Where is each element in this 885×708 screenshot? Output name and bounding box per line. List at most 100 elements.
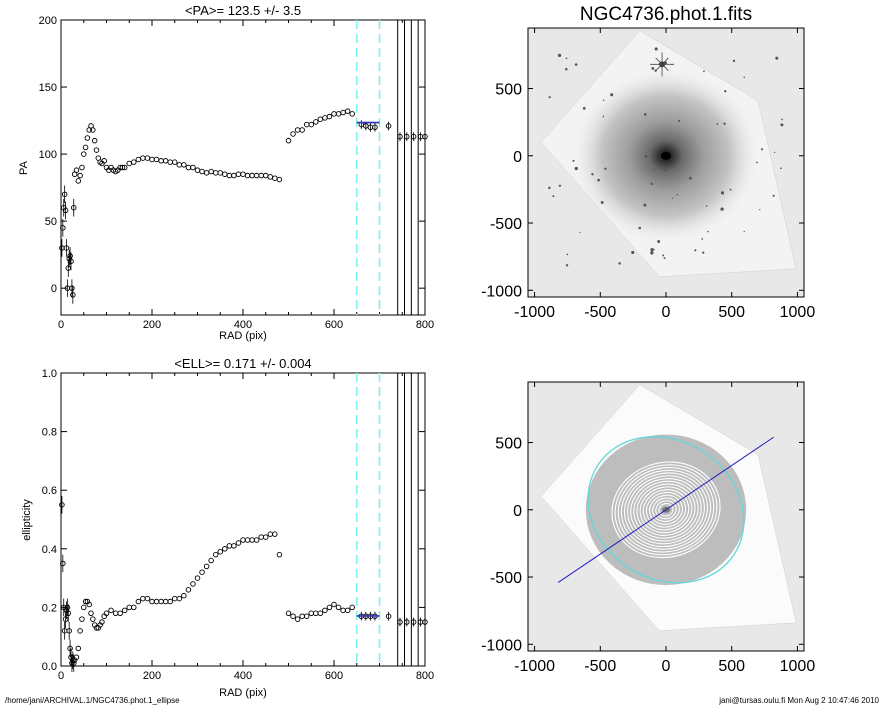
img1-field-star bbox=[552, 195, 555, 198]
pa-ytick-label: 100 bbox=[39, 149, 57, 161]
pa-point bbox=[303, 121, 310, 128]
img1-field-star bbox=[565, 264, 569, 267]
img1-field-star bbox=[664, 61, 668, 65]
img1-field-star bbox=[650, 247, 654, 252]
ell-point bbox=[80, 604, 87, 611]
ell-point bbox=[167, 598, 173, 605]
ell-xtick-label: 600 bbox=[325, 670, 343, 682]
img2-contour bbox=[639, 486, 693, 534]
ell-point bbox=[185, 587, 192, 593]
pa-title: <PA>= 123.5 +/- 3.5 bbox=[185, 3, 301, 18]
ell-point bbox=[276, 551, 283, 558]
ell-point bbox=[66, 628, 72, 634]
img2-contour bbox=[645, 491, 687, 528]
pa-point bbox=[217, 170, 223, 176]
ell-point bbox=[77, 628, 83, 634]
pa-point bbox=[80, 151, 87, 157]
ell-point bbox=[208, 557, 214, 564]
img2-contour bbox=[658, 502, 674, 517]
pa-point bbox=[101, 158, 107, 164]
ell-xtick-label: 200 bbox=[143, 670, 161, 682]
ell-point bbox=[135, 598, 142, 605]
pa-point bbox=[410, 133, 417, 140]
ell-point bbox=[244, 537, 251, 543]
pa-point bbox=[62, 207, 69, 214]
img1-field-star bbox=[663, 168, 667, 172]
pa-point bbox=[149, 156, 155, 163]
pa-point bbox=[372, 124, 378, 131]
img2-pa-line bbox=[557, 436, 775, 583]
pa-point bbox=[69, 285, 75, 291]
pa-point bbox=[65, 265, 72, 271]
img1-field-star bbox=[638, 226, 642, 230]
image-bottom-area: -1000 -500 0 500 1000 -1000 -500 0 500 bbox=[481, 381, 815, 675]
image-panel-top: NGC4736.phot.1.fits -1000 -500 0 500 1000-10… bbox=[481, 4, 815, 321]
img1-field-star bbox=[653, 248, 655, 251]
ell-point bbox=[181, 592, 187, 599]
ell-point bbox=[190, 581, 196, 587]
ell-point bbox=[313, 610, 319, 617]
img2-contour bbox=[611, 461, 721, 559]
ell-plot-area: 0 200 400 600 800 0.0 0.2 0.4 0.6 0.8 1.0 bbox=[42, 368, 434, 682]
img1-field-star bbox=[548, 186, 551, 190]
img1-field-star bbox=[654, 47, 658, 51]
img1-field-star bbox=[679, 157, 682, 160]
img1-field-star bbox=[591, 173, 594, 176]
pa-point bbox=[203, 170, 210, 176]
ell-point bbox=[303, 613, 310, 619]
ell-xtick-label: 800 bbox=[416, 670, 434, 682]
ell-point bbox=[65, 610, 72, 617]
ell-point bbox=[171, 595, 178, 602]
pa-point bbox=[344, 108, 351, 114]
ell-point bbox=[62, 616, 69, 622]
img1-field-star bbox=[743, 76, 746, 79]
pa-point bbox=[335, 111, 342, 117]
img1-field-star bbox=[756, 161, 758, 164]
pa-point bbox=[385, 123, 392, 129]
pa-point bbox=[294, 127, 301, 133]
pa-point bbox=[67, 253, 73, 259]
img1-field-star bbox=[651, 66, 655, 70]
img1-field-star bbox=[716, 123, 719, 125]
ell-point bbox=[73, 654, 80, 660]
ell-ylabel: ellipticity bbox=[21, 499, 33, 541]
pa-xtick-label: 200 bbox=[143, 319, 161, 331]
pa-point bbox=[285, 137, 292, 144]
img1-field-star bbox=[724, 90, 727, 93]
img1-field-star bbox=[701, 238, 704, 240]
ell-point bbox=[103, 610, 110, 617]
img1-field-star bbox=[643, 203, 647, 207]
img2-contour bbox=[617, 466, 715, 553]
ell-point bbox=[226, 543, 233, 549]
img2-contour bbox=[623, 472, 709, 548]
img1-field-star bbox=[676, 193, 678, 196]
img2-contour bbox=[642, 489, 690, 531]
img2-contour bbox=[620, 469, 712, 550]
img1-ytick-label: -500 bbox=[490, 216, 522, 233]
img2-contour bbox=[614, 464, 718, 556]
pa-point bbox=[153, 156, 160, 163]
img2-contour bbox=[655, 500, 677, 520]
ell-point bbox=[88, 610, 94, 617]
img1-field-star bbox=[597, 178, 600, 182]
ell-xtick-label: 400 bbox=[234, 670, 252, 682]
img1-xtick-label: 0 bbox=[662, 304, 671, 321]
img1-field-star bbox=[780, 123, 784, 127]
img1-field-star bbox=[631, 250, 635, 255]
ell-point bbox=[290, 613, 296, 619]
img1-field-star bbox=[602, 115, 605, 118]
pa-xtick-label: 800 bbox=[416, 319, 434, 331]
img1-ytick-label: 0 bbox=[513, 149, 522, 166]
ell-xtick-label: 0 bbox=[58, 670, 64, 682]
ell-point bbox=[199, 569, 205, 575]
ell-point bbox=[267, 531, 274, 537]
img1-field-star bbox=[775, 56, 779, 60]
img1-field-star bbox=[548, 96, 551, 99]
ell-point bbox=[249, 537, 255, 543]
pa-point bbox=[63, 245, 70, 251]
footer-user-date: jani@tursas.oulu.fi Mon Aug 2 10:47:46 2… bbox=[719, 696, 879, 705]
img1-field-star bbox=[565, 57, 568, 60]
ell-ytick-label: 0.4 bbox=[42, 544, 57, 556]
ell-point bbox=[212, 551, 219, 558]
